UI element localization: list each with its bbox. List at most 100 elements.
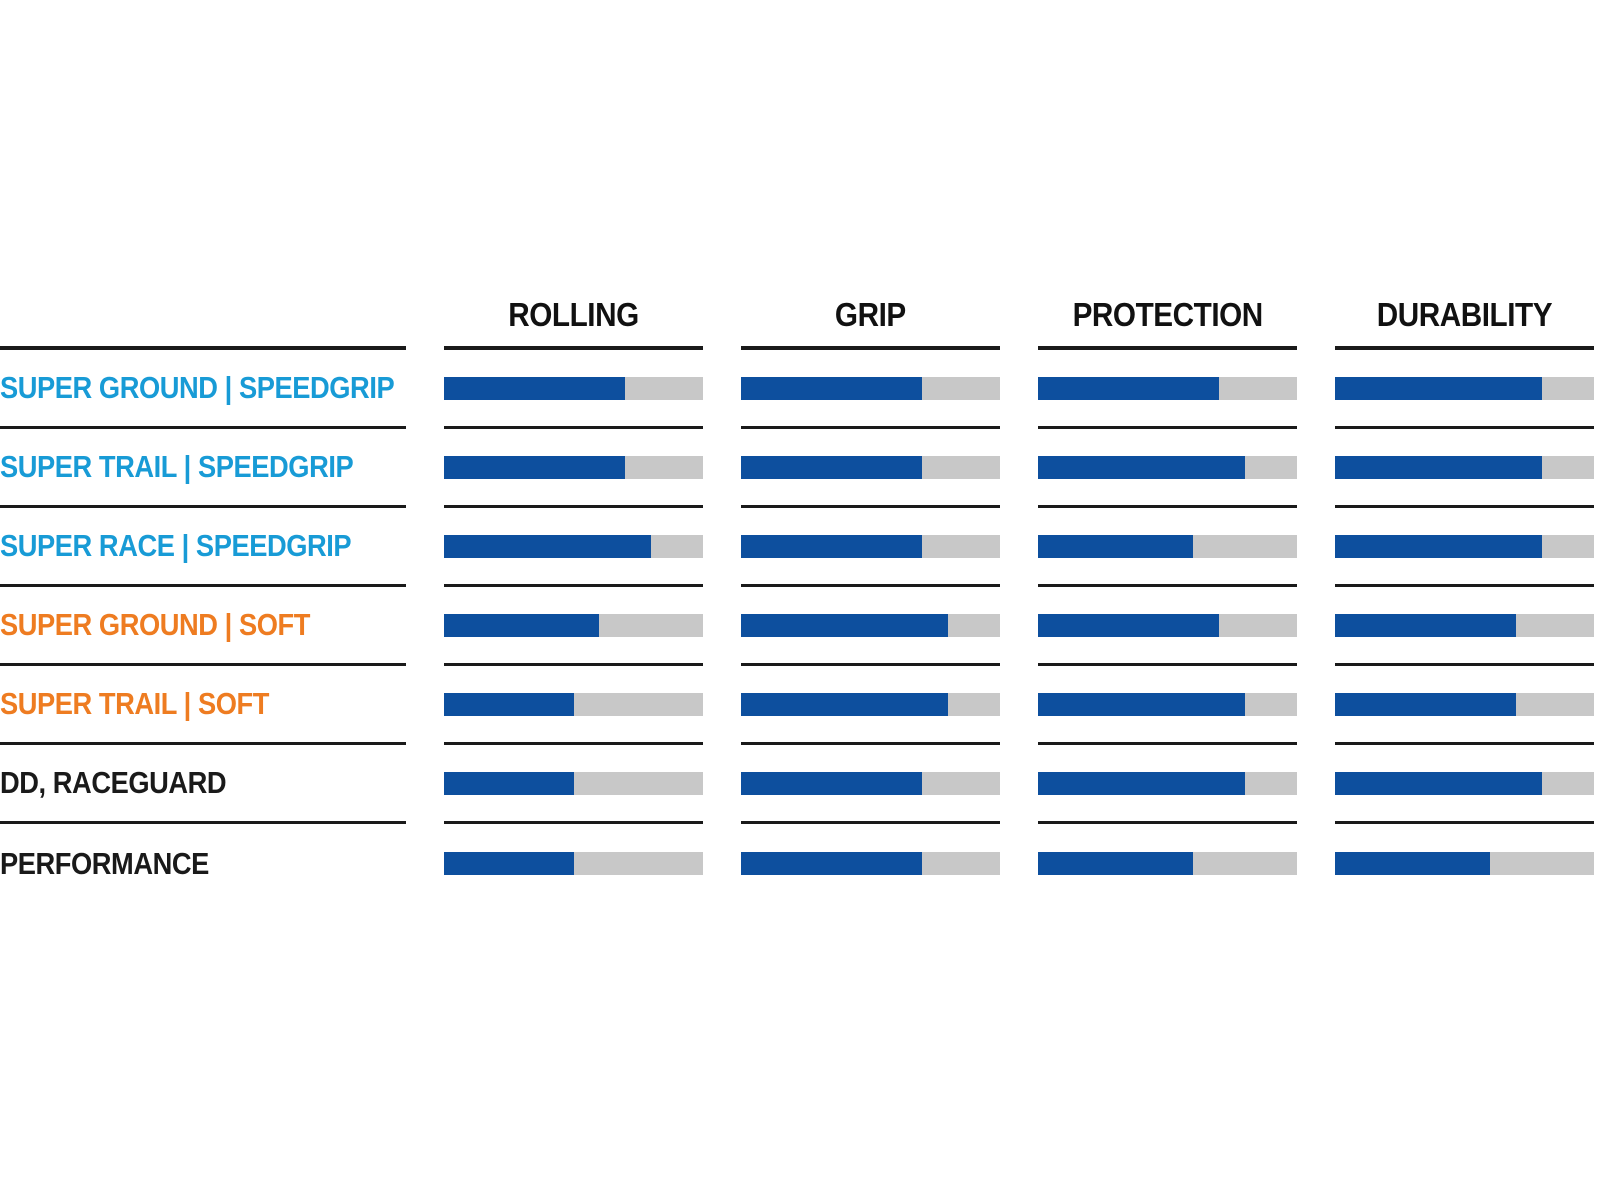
rating-bar-fill bbox=[1335, 376, 1543, 400]
row-label-cell: SUPER GROUND | SPEEDGRIP bbox=[0, 350, 406, 429]
rating-bar-track bbox=[741, 771, 1000, 795]
rating-bar-fill bbox=[444, 455, 626, 479]
rating-bar-track bbox=[1038, 376, 1297, 400]
comparison-table: ROLLING GRIP PROTECTION DURABILITY SUPER… bbox=[0, 288, 1594, 903]
row-label: SUPER GROUND | SOFT bbox=[0, 607, 310, 642]
rating-bar-fill bbox=[741, 376, 923, 400]
rating-bar-fill bbox=[1335, 852, 1491, 875]
rating-bar-fill bbox=[444, 376, 626, 400]
rating-bar-fill bbox=[1038, 455, 1246, 479]
rating-bar-track bbox=[1038, 692, 1297, 716]
rating-bar-track bbox=[444, 455, 703, 479]
table-row: SUPER GROUND | SOFT bbox=[0, 587, 1594, 666]
column-header-rolling-label: ROLLING bbox=[508, 296, 639, 333]
rating-bar-track bbox=[1335, 376, 1594, 400]
rating-bar-fill bbox=[1038, 852, 1194, 875]
rating-bar-track bbox=[1038, 852, 1297, 875]
rolling-bar-cell bbox=[444, 508, 703, 587]
rating-bar-fill bbox=[741, 455, 923, 479]
column-header-durability: DURABILITY bbox=[1335, 288, 1594, 350]
rating-bar-track bbox=[1038, 771, 1297, 795]
rating-bar-fill bbox=[741, 692, 949, 716]
table-row: DD, RACEGUARD bbox=[0, 745, 1594, 824]
table-row: SUPER TRAIL | SPEEDGRIP bbox=[0, 429, 1594, 508]
row-label: SUPER TRAIL | SPEEDGRIP bbox=[0, 449, 354, 484]
rating-bar-track bbox=[741, 613, 1000, 637]
column-header-protection-label: PROTECTION bbox=[1072, 296, 1263, 333]
rating-bar-fill bbox=[741, 613, 949, 637]
rating-bar-track bbox=[741, 852, 1000, 875]
rating-bar-track bbox=[444, 613, 703, 637]
rating-bar-fill bbox=[1335, 455, 1543, 479]
rating-bar-track bbox=[741, 692, 1000, 716]
rating-bar-fill bbox=[1038, 771, 1246, 795]
protection-bar-cell bbox=[1038, 745, 1297, 824]
rating-bar-track bbox=[1335, 534, 1594, 558]
protection-bar-cell bbox=[1038, 666, 1297, 745]
rating-bar-track bbox=[1335, 771, 1594, 795]
rolling-bar-cell bbox=[444, 587, 703, 666]
row-label: SUPER TRAIL | SOFT bbox=[0, 686, 270, 721]
rolling-bar-cell bbox=[444, 824, 703, 903]
protection-bar-cell bbox=[1038, 508, 1297, 587]
rating-bar-track bbox=[1038, 613, 1297, 637]
rating-bar-track bbox=[444, 376, 703, 400]
rating-bar-track bbox=[444, 534, 703, 558]
header-row: ROLLING GRIP PROTECTION DURABILITY bbox=[0, 288, 1594, 350]
grip-bar-cell bbox=[741, 350, 1000, 429]
rating-bar-fill bbox=[1335, 692, 1517, 716]
rating-bar-track bbox=[741, 534, 1000, 558]
table-row: SUPER GROUND | SPEEDGRIP bbox=[0, 350, 1594, 429]
rolling-bar-cell bbox=[444, 745, 703, 824]
rating-bar-track bbox=[741, 455, 1000, 479]
rating-bar-fill bbox=[444, 613, 600, 637]
table-row: SUPER RACE | SPEEDGRIP bbox=[0, 508, 1594, 587]
grip-bar-cell bbox=[741, 508, 1000, 587]
row-label: SUPER RACE | SPEEDGRIP bbox=[0, 528, 352, 563]
rating-bar-track bbox=[444, 771, 703, 795]
protection-bar-cell bbox=[1038, 429, 1297, 508]
rating-bar-fill bbox=[741, 852, 923, 875]
column-header-grip: GRIP bbox=[741, 288, 1000, 350]
rating-bar-track bbox=[1038, 455, 1297, 479]
durability-bar-cell bbox=[1335, 824, 1594, 903]
column-header-rolling: ROLLING bbox=[444, 288, 703, 350]
rating-bar-track bbox=[1335, 613, 1594, 637]
grip-bar-cell bbox=[741, 429, 1000, 508]
rating-bar-track bbox=[1038, 534, 1297, 558]
grip-bar-cell bbox=[741, 824, 1000, 903]
protection-bar-cell bbox=[1038, 824, 1297, 903]
rating-bar-fill bbox=[1038, 692, 1246, 716]
column-header-grip-label: GRIP bbox=[835, 296, 906, 333]
grip-bar-cell bbox=[741, 666, 1000, 745]
rating-bar-fill bbox=[444, 534, 652, 558]
rolling-bar-cell bbox=[444, 350, 703, 429]
rating-bar-track bbox=[1335, 455, 1594, 479]
rating-bar-fill bbox=[1335, 613, 1517, 637]
rolling-bar-cell bbox=[444, 666, 703, 745]
row-label-cell: SUPER TRAIL | SPEEDGRIP bbox=[0, 429, 406, 508]
rating-bar-fill bbox=[741, 534, 923, 558]
rating-bar-track bbox=[1335, 852, 1594, 875]
rating-bar-fill bbox=[741, 771, 923, 795]
rating-bar-track bbox=[444, 852, 703, 875]
durability-bar-cell bbox=[1335, 429, 1594, 508]
row-label-cell: SUPER TRAIL | SOFT bbox=[0, 666, 406, 745]
rating-bar-fill bbox=[444, 692, 574, 716]
row-label-cell: DD, RACEGUARD bbox=[0, 745, 406, 824]
grip-bar-cell bbox=[741, 587, 1000, 666]
column-header-protection: PROTECTION bbox=[1038, 288, 1297, 350]
protection-bar-cell bbox=[1038, 587, 1297, 666]
durability-bar-cell bbox=[1335, 587, 1594, 666]
header-spacer-cell bbox=[0, 288, 406, 350]
durability-bar-cell bbox=[1335, 666, 1594, 745]
rating-bar-track bbox=[1335, 692, 1594, 716]
table-row: PERFORMANCE bbox=[0, 824, 1594, 903]
durability-bar-cell bbox=[1335, 508, 1594, 587]
rating-bar-track bbox=[741, 376, 1000, 400]
protection-bar-cell bbox=[1038, 350, 1297, 429]
rating-bar-track bbox=[444, 692, 703, 716]
row-label-cell: SUPER RACE | SPEEDGRIP bbox=[0, 508, 406, 587]
row-label-cell: SUPER GROUND | SOFT bbox=[0, 587, 406, 666]
